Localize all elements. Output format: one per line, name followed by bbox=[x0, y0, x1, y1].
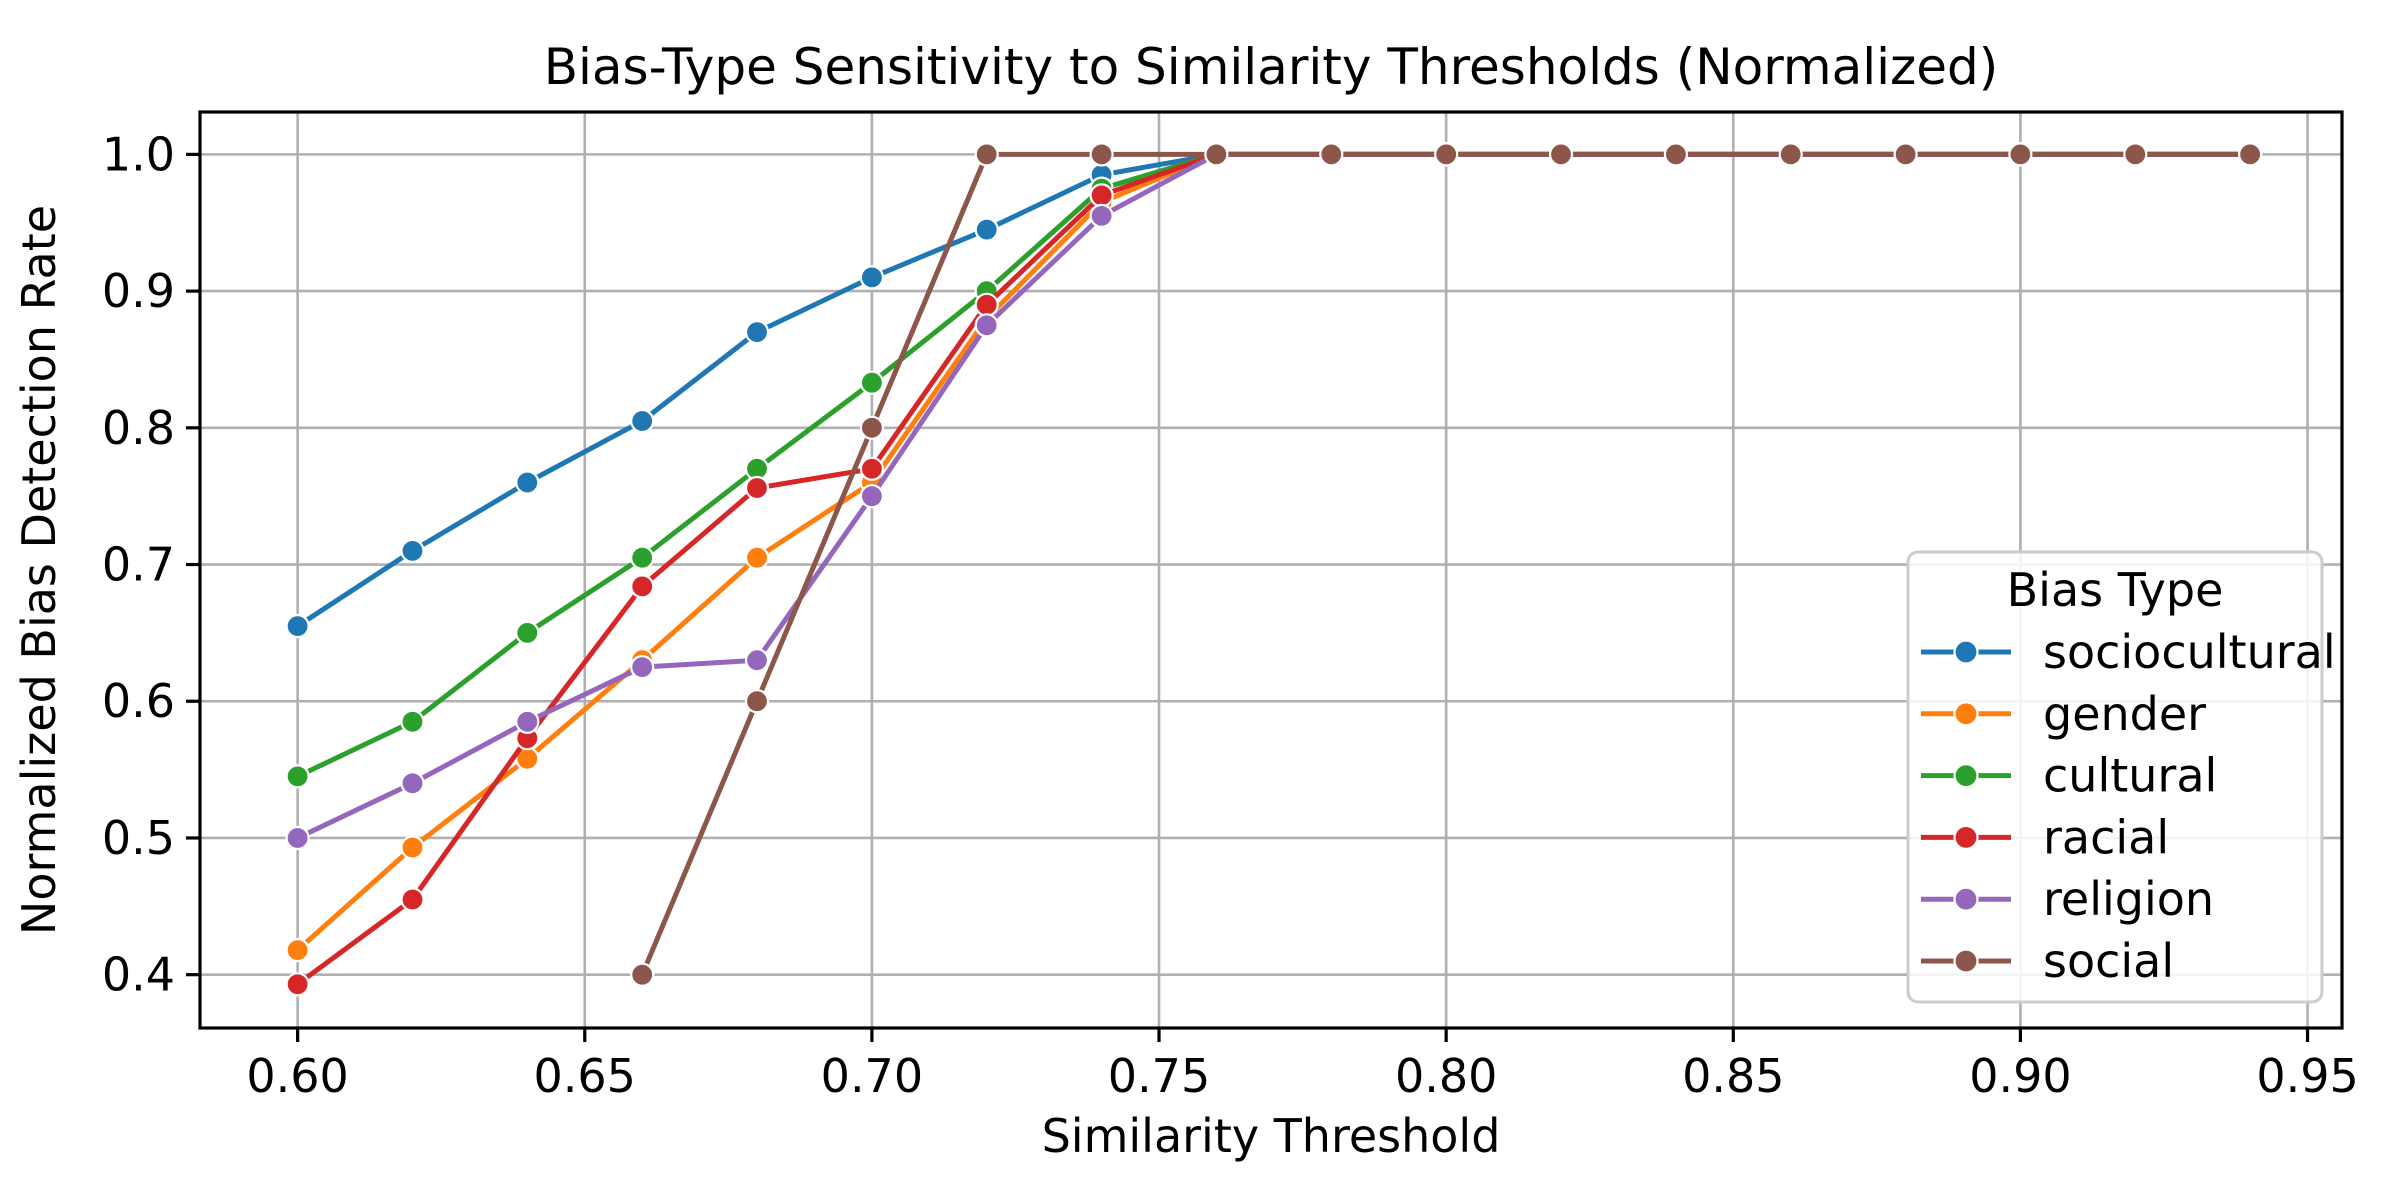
data-point-racial bbox=[400, 887, 425, 912]
data-point-social bbox=[630, 962, 655, 987]
x-tick-label: 0.90 bbox=[1969, 1049, 2071, 1103]
legend-item-social: social bbox=[1921, 934, 2174, 988]
legend-entry-label: racial bbox=[2043, 810, 2169, 864]
data-point-social bbox=[1548, 142, 1574, 167]
y-tick-label: 0.9 bbox=[102, 264, 175, 318]
data-point-social bbox=[1089, 142, 1114, 167]
data-point-sociocultural bbox=[744, 320, 770, 345]
data-point-religion bbox=[285, 825, 310, 851]
legend-marker bbox=[1953, 824, 1979, 851]
x-tick-label: 0.95 bbox=[2256, 1049, 2358, 1103]
legend: Bias Type sociocultural gender cultural raci… bbox=[1906, 550, 2336, 1004]
legend-entry-label: cultural bbox=[2043, 749, 2217, 803]
data-point-social bbox=[2238, 142, 2263, 167]
legend-marker bbox=[1953, 701, 1979, 727]
y-tick-label: 0.5 bbox=[102, 811, 175, 865]
legend-item-cultural: cultural bbox=[1921, 749, 2217, 803]
chart-title: Bias-Type Sensitivity to Similarity Thre… bbox=[544, 38, 1999, 96]
data-point-religion bbox=[859, 484, 885, 509]
legend-item-sociocultural: sociocultural bbox=[1921, 625, 2336, 679]
plot-border bbox=[198, 110, 2344, 1030]
data-point-gender bbox=[744, 545, 770, 570]
data-point-social bbox=[974, 142, 999, 167]
data-point-religion bbox=[400, 771, 425, 796]
data-point-religion bbox=[515, 709, 540, 734]
data-point-social bbox=[2123, 142, 2148, 167]
legend-marker bbox=[1953, 886, 1979, 912]
data-point-religion bbox=[974, 313, 999, 338]
data-point-social bbox=[1893, 142, 1918, 167]
data-point-social bbox=[744, 689, 770, 714]
legend-item-gender: gender bbox=[1921, 687, 2206, 741]
y-axis-label: Normalized Bias Detection Rate bbox=[12, 205, 66, 935]
data-point-social bbox=[1434, 142, 1459, 167]
legend-marker bbox=[1953, 948, 1979, 974]
data-point-religion bbox=[630, 654, 655, 680]
data-point-cultural bbox=[400, 709, 425, 734]
data-series bbox=[285, 142, 2263, 997]
x-tick-label: 0.60 bbox=[246, 1049, 348, 1103]
data-point-social bbox=[1663, 142, 1689, 167]
x-tick-label: 0.85 bbox=[1682, 1049, 1784, 1103]
legend-entry-label: sociocultural bbox=[2043, 625, 2336, 679]
data-point-cultural bbox=[285, 764, 310, 789]
data-point-social bbox=[1204, 142, 1229, 167]
data-point-racial bbox=[630, 574, 655, 599]
data-point-sociocultural bbox=[400, 538, 425, 564]
data-point-sociocultural bbox=[630, 408, 655, 434]
legend-marker bbox=[1953, 639, 1979, 665]
legend-item-racial: racial bbox=[1921, 810, 2169, 864]
legend-entry-label: religion bbox=[2043, 872, 2214, 926]
data-point-sociocultural bbox=[974, 217, 999, 242]
data-point-racial bbox=[859, 456, 885, 481]
y-tick-label: 0.8 bbox=[102, 401, 175, 455]
data-point-cultural bbox=[515, 620, 540, 646]
legend-entry-label: social bbox=[2043, 934, 2174, 988]
data-point-racial bbox=[974, 292, 999, 317]
data-point-gender bbox=[400, 835, 425, 860]
data-point-religion bbox=[1089, 203, 1114, 228]
y-tick-label: 0.7 bbox=[102, 538, 175, 592]
data-point-racial bbox=[744, 475, 770, 501]
data-point-social bbox=[1319, 142, 1344, 167]
data-point-sociocultural bbox=[859, 265, 885, 290]
data-point-cultural bbox=[859, 370, 885, 395]
y-tick-label: 1.0 bbox=[102, 127, 175, 181]
data-point-gender bbox=[285, 937, 310, 963]
y-tick-label: 0.6 bbox=[102, 674, 175, 728]
data-point-racial bbox=[1089, 183, 1114, 208]
y-tick-label: 0.4 bbox=[102, 948, 175, 1002]
data-point-social bbox=[2008, 142, 2033, 167]
data-point-religion bbox=[744, 648, 770, 673]
legend-box bbox=[1906, 550, 2324, 1004]
data-point-cultural bbox=[630, 545, 655, 570]
axes: 0.60 0.65 0.70 0.75 0.80 0.85 0.90 0.95 0.4 0.5 0.… bbox=[102, 110, 2359, 1103]
x-axis-label: Similarity Threshold bbox=[1042, 1109, 1501, 1163]
legend-title: Bias Type bbox=[2007, 563, 2224, 617]
x-tick-label: 0.65 bbox=[534, 1049, 636, 1103]
legend-marker bbox=[1953, 762, 1979, 789]
data-point-social bbox=[1778, 142, 1803, 167]
x-tick-label: 0.80 bbox=[1395, 1049, 1497, 1103]
data-point-sociocultural bbox=[285, 613, 310, 639]
legend-item-religion: religion bbox=[1921, 872, 2214, 926]
data-point-racial bbox=[285, 972, 310, 997]
data-point-social bbox=[859, 415, 885, 440]
x-tick-label: 0.70 bbox=[821, 1049, 923, 1103]
legend-entry-label: gender bbox=[2043, 687, 2206, 741]
data-point-sociocultural bbox=[515, 470, 540, 495]
x-tick-label: 0.75 bbox=[1108, 1049, 1210, 1103]
